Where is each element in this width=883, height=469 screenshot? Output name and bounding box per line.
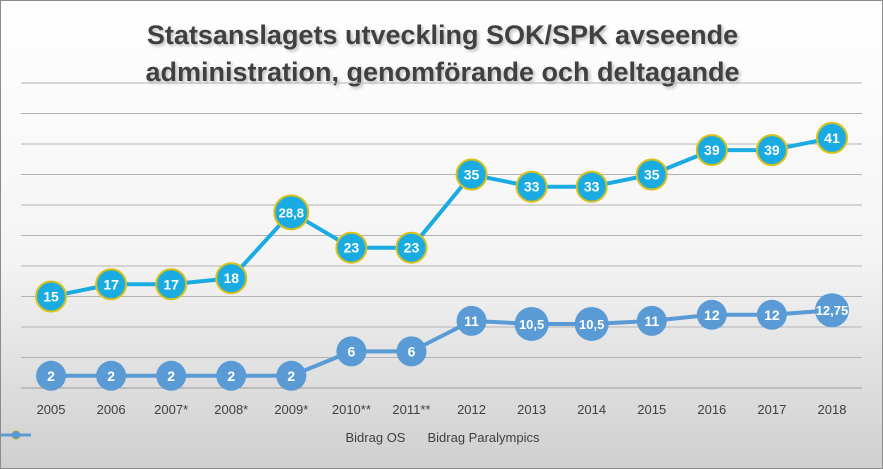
legend-label-paralympics: Bidrag Paralympics: [427, 430, 540, 445]
legend-item-paralympics: Bidrag Paralympics: [1, 430, 540, 445]
data-label-paralympics: 6: [347, 343, 355, 359]
data-label-os: 15: [43, 289, 59, 305]
data-point-os: [815, 121, 848, 154]
x-tick-label: 2014: [577, 402, 606, 417]
data-point-os: [455, 158, 488, 191]
data-label-paralympics: 10,5: [579, 317, 604, 332]
legend-swatch-paralympics: [1, 431, 31, 439]
x-tick-label: 2010**: [332, 402, 371, 417]
data-label-paralympics: 2: [107, 368, 115, 384]
data-label-os: 28,8: [279, 205, 304, 220]
data-label-os: 41: [824, 130, 840, 146]
data-label-paralympics: 2: [287, 368, 295, 384]
x-tick-label: 2006: [97, 402, 126, 417]
data-label-paralympics: 12: [704, 307, 720, 323]
chart-title-line-2: administration, genomförande och deltaga…: [145, 57, 740, 87]
x-tick-label: 2018: [818, 402, 847, 417]
data-point-paralympics: [396, 336, 427, 367]
data-point-os: [273, 194, 310, 231]
data-label-paralympics: 2: [167, 368, 175, 384]
x-tick-label: 2005: [37, 402, 66, 417]
x-tick-label: 2016: [697, 402, 726, 417]
data-label-paralympics: 12,75: [816, 303, 849, 318]
data-label-os: 18: [223, 270, 239, 286]
data-point-paralympics: [696, 299, 727, 330]
data-point-os: [635, 158, 668, 191]
x-tick-label: 2009*: [274, 402, 308, 417]
data-label-os: 23: [344, 240, 360, 256]
data-label-os: 35: [464, 167, 480, 183]
data-label-paralympics: 6: [408, 343, 416, 359]
data-label-os: 39: [704, 142, 720, 158]
data-label-paralympics: 11: [464, 313, 479, 329]
data-label-paralympics: 2: [227, 368, 235, 384]
data-label-os: 17: [103, 276, 119, 292]
data-point-paralympics: [36, 360, 67, 391]
data-point-os: [335, 231, 368, 264]
legend-label-os: Bidrag OS: [345, 430, 406, 445]
x-tick-label: 2008*: [214, 402, 248, 417]
data-point-paralympics: [336, 336, 367, 367]
data-point-paralympics: [96, 360, 127, 391]
data-point-paralympics: [574, 306, 609, 341]
chart-title: Statsanslagets utveckling SOK/SPK avseen…: [1, 17, 882, 91]
data-label-paralympics: 12: [764, 307, 780, 323]
x-tick-label: 2012: [457, 402, 486, 417]
data-point-os: [35, 280, 68, 313]
data-point-paralympics: [276, 360, 307, 391]
data-point-os: [95, 268, 128, 301]
data-point-paralympics: [456, 305, 487, 336]
chart-title-line-1: Statsanslagets utveckling SOK/SPK avseen…: [146, 20, 739, 50]
data-point-os: [755, 134, 788, 167]
data-label-os: 33: [584, 179, 600, 195]
chart-legend: Bidrag OS Bidrag Paralympics: [1, 430, 882, 445]
data-label-paralympics: 10,5: [519, 317, 544, 332]
data-point-os: [695, 134, 728, 167]
data-label-os: 17: [163, 276, 179, 292]
data-label-paralympics: 11: [644, 313, 659, 329]
data-label-os: 33: [524, 179, 540, 195]
data-point-os: [215, 262, 248, 295]
data-label-paralympics: 2: [47, 368, 55, 384]
data-point-paralympics: [636, 305, 667, 336]
x-tick-label: 2017: [757, 402, 786, 417]
data-label-os: 39: [764, 142, 780, 158]
data-point-paralympics: [156, 360, 187, 391]
x-tick-label: 2007*: [154, 402, 188, 417]
legend-item-os: Bidrag OS: [1, 430, 406, 445]
data-point-os: [155, 268, 188, 301]
data-label-os: 23: [404, 240, 420, 256]
data-point-os: [575, 170, 608, 203]
data-point-paralympics: [814, 293, 849, 328]
x-tick-label: 2011**: [392, 402, 430, 417]
data-point-paralympics: [514, 306, 549, 341]
data-point-paralympics: [216, 360, 247, 391]
x-tick-label: 2015: [637, 402, 666, 417]
data-point-os: [395, 231, 428, 264]
data-label-os: 35: [644, 167, 660, 183]
data-point-paralympics: [756, 299, 787, 330]
data-point-os: [515, 170, 548, 203]
x-tick-label: 2013: [517, 402, 546, 417]
